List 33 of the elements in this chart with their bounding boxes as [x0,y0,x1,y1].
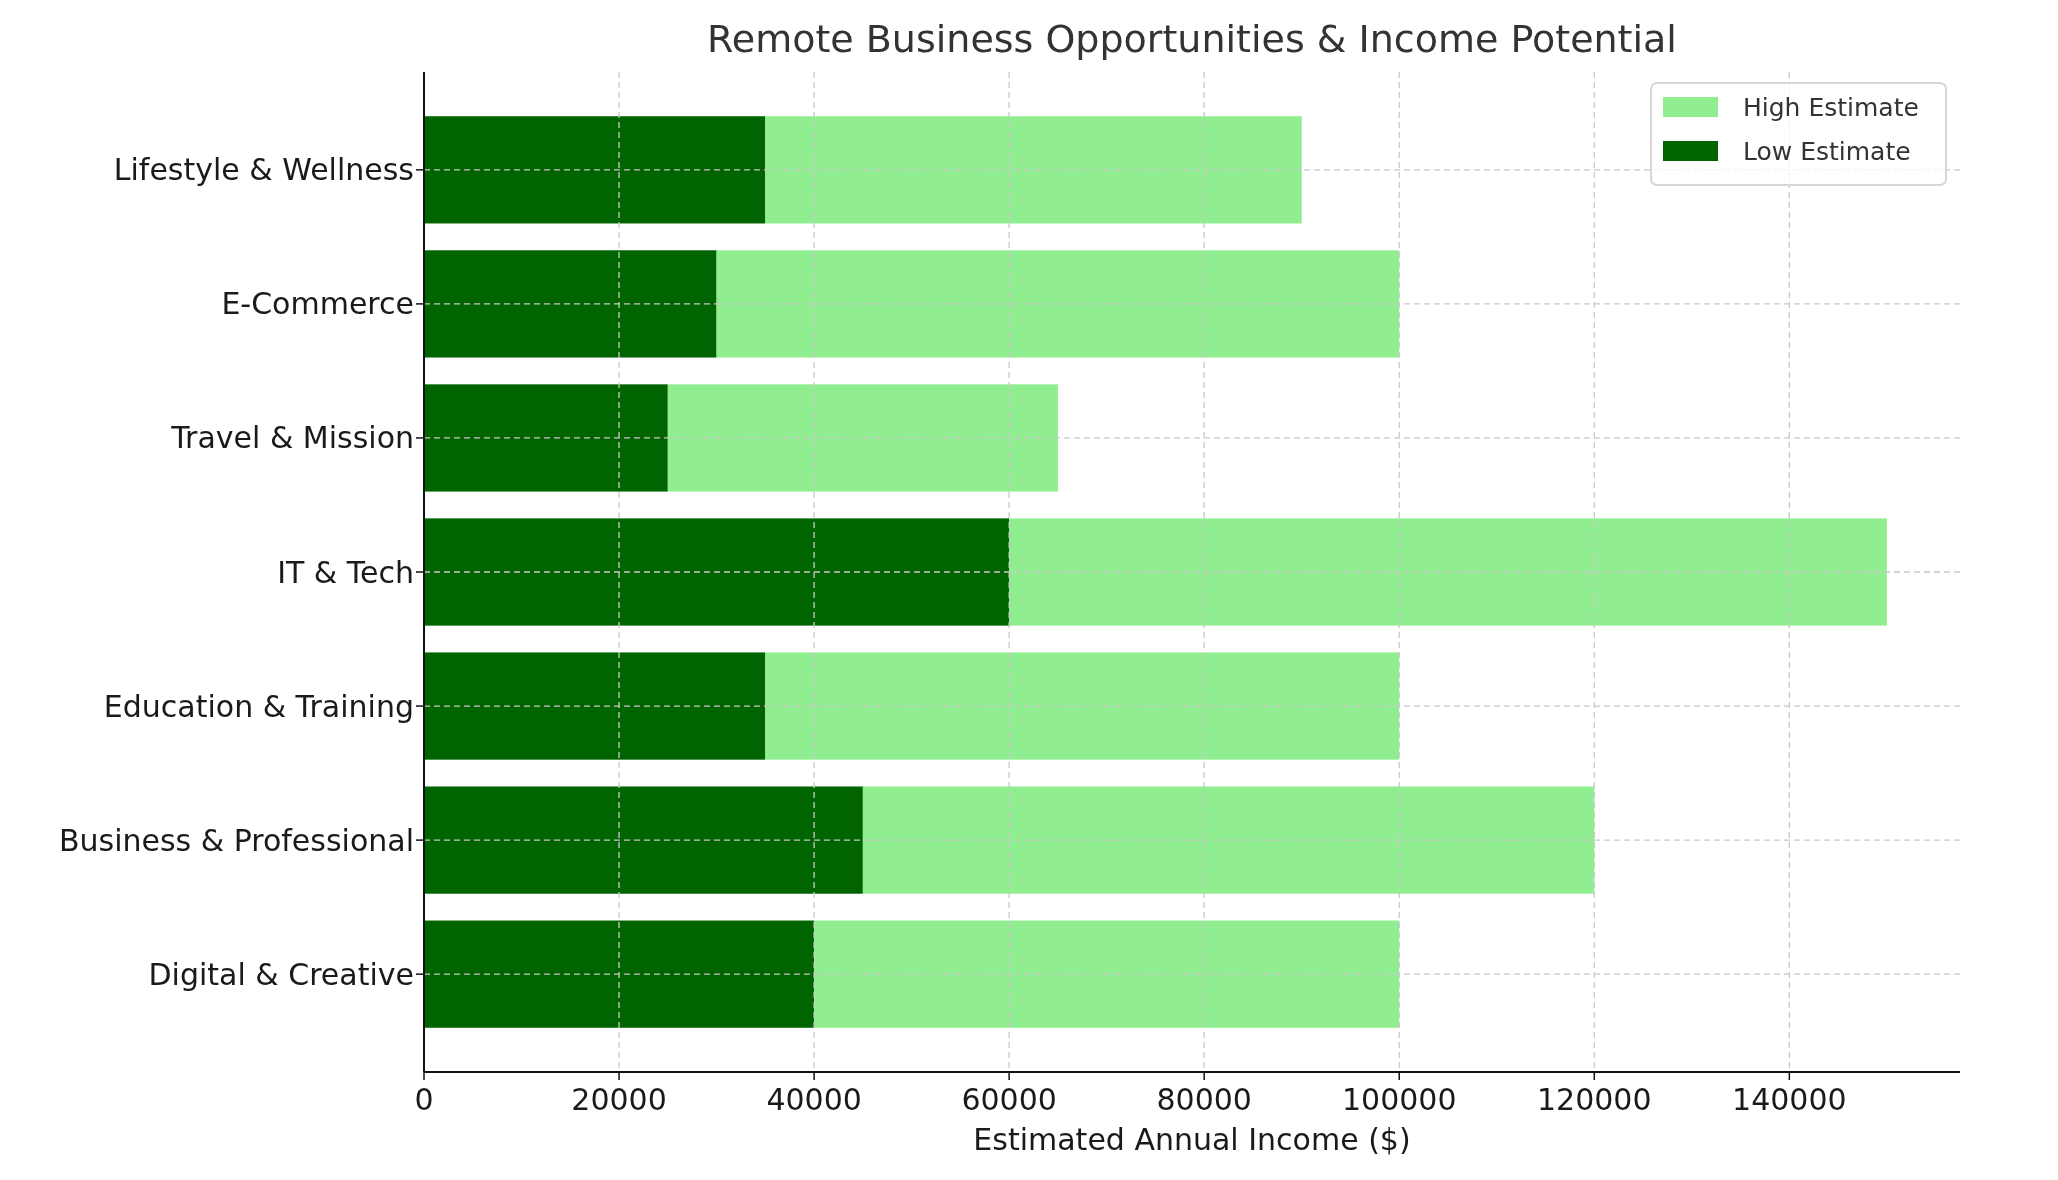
x-tick-label: 60000 [961,1082,1057,1117]
y-tick-label: Digital & Creative [148,956,414,992]
x-axis-title: Estimated Annual Income ($) [973,1122,1411,1157]
x-tick-label: 80000 [1156,1082,1252,1117]
x-tick-label: 0 [414,1082,434,1117]
bar [424,786,863,894]
bar [716,250,1400,358]
bar [765,652,1400,760]
bar [814,920,1400,1028]
y-tick-label: Lifestyle & Wellness [113,152,414,188]
bar [424,116,766,224]
x-tick-label: 20000 [571,1082,667,1117]
bar [424,384,668,492]
x-tick-label: 120000 [1537,1082,1652,1117]
bar [862,786,1595,894]
bar [765,116,1302,224]
y-tick-label: IT & Tech [277,554,414,590]
bar [424,920,815,1028]
y-tick-label: Travel & Mission [170,420,414,456]
y-tick-label: Education & Training [103,688,414,724]
y-tick-label: E-Commerce [221,286,414,322]
x-tick-label: 140000 [1732,1082,1847,1117]
y-tick-label: Business & Professional [58,822,414,858]
bar [1009,518,1887,626]
bar [424,652,766,760]
bar [667,384,1058,492]
x-tick-label: 40000 [766,1082,862,1117]
bar [424,250,717,358]
legend-label: Low Estimate [1743,136,1911,166]
x-tick-label: 100000 [1341,1082,1457,1117]
chart-title: Remote Business Opportunities & Income Potential [707,17,1677,61]
legend-label: High Estimate [1743,92,1919,122]
bar [424,518,1010,626]
